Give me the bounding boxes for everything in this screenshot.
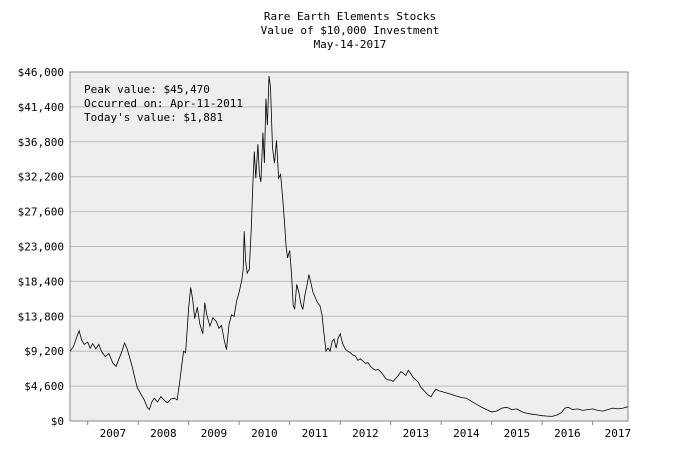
grid-lines: [70, 106, 628, 387]
y-tick-label: $41,400: [18, 101, 64, 114]
chart-title-block: Rare Earth Elements Stocks Value of $10,…: [0, 10, 700, 52]
y-tick-label: $27,600: [18, 206, 64, 219]
x-tick-label: 2011: [302, 427, 329, 440]
x-tick-label: 2007: [100, 427, 127, 440]
y-tick-label: $18,400: [18, 275, 64, 288]
chart-title: Rare Earth Elements Stocks: [263, 10, 437, 23]
y-tick-label: $23,000: [18, 241, 64, 254]
x-tick-label: 2016: [554, 427, 581, 440]
series-line: [69, 75, 629, 417]
chart-date: May-14-2017: [313, 38, 387, 51]
x-tick-label: 2014: [453, 427, 480, 440]
x-tick-label: 2017: [605, 427, 632, 440]
chart-subtitle: Value of $10,000 Investment: [260, 24, 440, 37]
y-tick-label: $36,800: [18, 136, 64, 149]
peak-value-annotation: Peak value: $45,470: [84, 83, 210, 96]
y-tick-label: $13,800: [18, 310, 64, 323]
y-axis: $0 $4,600 $9,200 $13,800 $18,400 $23,000 $27,6…: [18, 66, 64, 428]
x-tick-label: 2012: [352, 427, 379, 440]
today-value-annotation: Today's value: $1,881: [84, 111, 223, 124]
peak-date-annotation: Occurred on: Apr-11-2011: [84, 97, 243, 110]
x-tick-label: 2015: [504, 427, 531, 440]
x-tick-label: 2009: [201, 427, 228, 440]
y-tick-label: $32,200: [18, 171, 64, 184]
x-tick-label: 2010: [251, 427, 278, 440]
y-tick-label: $4,600: [24, 380, 64, 393]
x-tick-label: 2013: [403, 427, 430, 440]
y-tick-label: $0: [51, 415, 64, 428]
y-tick-label: $9,200: [24, 345, 64, 358]
y-tick-label: $46,000: [18, 66, 64, 79]
x-tick-label: 2008: [150, 427, 177, 440]
x-axis: 2007 2008 2009 2010 2011 2012 2013 2014 2015 2016…: [87, 421, 632, 440]
